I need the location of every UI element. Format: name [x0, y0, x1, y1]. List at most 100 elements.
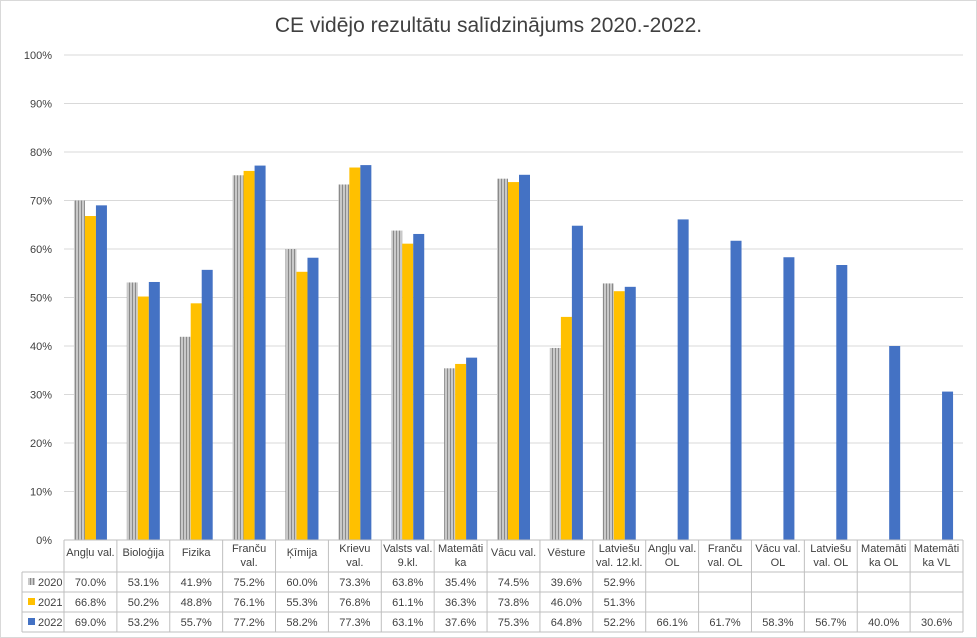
- legend-key-2020: [28, 578, 35, 585]
- y-tick-label: 10%: [30, 487, 52, 499]
- data-value: 52.9%: [604, 577, 635, 589]
- bar-2022: [360, 165, 372, 540]
- data-value: 56.7%: [815, 617, 846, 629]
- data-value: 74.5%: [498, 577, 529, 589]
- bar-2020: [338, 184, 350, 540]
- y-tick-label: 90%: [30, 99, 52, 111]
- data-value: 76.1%: [233, 597, 264, 609]
- category-label: Valsts val.: [383, 543, 432, 555]
- data-value: 30.6%: [921, 617, 952, 629]
- data-value: 63.8%: [392, 577, 423, 589]
- bar-2021: [613, 291, 625, 540]
- category-label: OL: [665, 557, 680, 569]
- data-value: 37.6%: [445, 617, 476, 629]
- data-value: 73.8%: [498, 597, 529, 609]
- category-label: OL: [771, 557, 786, 569]
- category-label: val.: [241, 557, 258, 569]
- data-value: 77.3%: [339, 617, 370, 629]
- data-value: 64.8%: [551, 617, 582, 629]
- bar-2021: [349, 167, 361, 540]
- data-value: 36.3%: [445, 597, 476, 609]
- category-label: ka OL: [869, 557, 898, 569]
- bar-2021: [84, 216, 96, 540]
- data-value: 53.2%: [128, 617, 159, 629]
- bar-2020: [285, 249, 297, 540]
- bar-2021: [402, 243, 414, 541]
- data-value: 55.3%: [286, 597, 317, 609]
- data-value: 58.3%: [762, 617, 793, 629]
- bar-2020: [602, 283, 614, 540]
- data-value: 76.8%: [339, 597, 370, 609]
- y-tick-label: 50%: [30, 293, 52, 305]
- data-value: 73.3%: [339, 577, 370, 589]
- data-value: 55.7%: [181, 617, 212, 629]
- bar-2020: [126, 282, 138, 540]
- category-label: Krievu: [339, 543, 370, 555]
- category-label: Fizika: [182, 547, 212, 559]
- category-label: Matemāti: [861, 543, 906, 555]
- y-tick-label: 60%: [30, 244, 52, 256]
- data-value: 41.9%: [181, 577, 212, 589]
- y-tick-label: 20%: [30, 438, 52, 450]
- y-axis: 0% 10% 20% 30% 40% 50% 60% 70% 80% 90% 100%: [24, 50, 52, 547]
- legend-key-2021: [28, 598, 35, 605]
- bar-2022: [519, 174, 530, 541]
- category-label: val. OL: [813, 557, 848, 569]
- data-value: 40.0%: [868, 617, 899, 629]
- data-value: 77.2%: [233, 617, 264, 629]
- y-tick-label: 100%: [24, 50, 52, 62]
- category-label: Matemāti: [438, 543, 483, 555]
- category-label: 9.kl.: [398, 557, 418, 569]
- category-label: ka VL: [922, 557, 950, 569]
- category-label: Latviešu: [599, 543, 640, 555]
- data-value: 75.3%: [498, 617, 529, 629]
- category-label: val. 12.kl.: [596, 557, 642, 569]
- category-label: Vācu val.: [491, 547, 536, 559]
- bar-2022: [889, 346, 901, 540]
- bar-2021: [190, 303, 202, 540]
- data-value: 69.0%: [75, 617, 106, 629]
- y-tick-label: 30%: [30, 390, 52, 402]
- y-tick-label: 40%: [30, 341, 52, 353]
- category-label: Angļu val.: [648, 543, 696, 555]
- data-value: 75.2%: [233, 577, 264, 589]
- bar-2021: [296, 271, 308, 540]
- data-value: 63.1%: [392, 617, 423, 629]
- bar-2022: [201, 269, 213, 540]
- category-label: Matemāti: [914, 543, 959, 555]
- legend-key-2022: [28, 618, 35, 625]
- bar-2022: [836, 265, 848, 540]
- category-label: ka: [455, 557, 468, 569]
- bar-2022: [571, 225, 583, 540]
- data-value: 46.0%: [551, 597, 582, 609]
- bar-2020: [444, 368, 456, 540]
- data-value: 58.2%: [286, 617, 317, 629]
- data-value: 53.1%: [128, 577, 159, 589]
- bar-2022: [307, 257, 319, 540]
- bar-2020: [179, 336, 191, 540]
- data-value: 66.1%: [657, 617, 688, 629]
- data-table: Angļu val. Bioloģija Fizika Franču val. Ķīmij…: [21, 539, 964, 633]
- bar-2022: [148, 281, 160, 540]
- data-value: 48.8%: [181, 597, 212, 609]
- category-label: Bioloģija: [123, 546, 165, 559]
- data-value: 61.7%: [709, 617, 740, 629]
- bar-2021: [243, 170, 255, 541]
- data-value: 52.2%: [604, 617, 635, 629]
- category-label: val. OL: [708, 557, 743, 569]
- data-value: 35.4%: [445, 577, 476, 589]
- bar-2021: [560, 316, 572, 540]
- data-value: 39.6%: [551, 577, 582, 589]
- legend-label: 2020: [38, 577, 62, 589]
- y-tick-label: 80%: [30, 147, 52, 159]
- data-value: 70.0%: [75, 577, 106, 589]
- data-value: 61.1%: [392, 597, 423, 609]
- category-label: Franču: [708, 543, 742, 555]
- data-value: 50.2%: [128, 597, 159, 609]
- category-label: Vācu val.: [755, 543, 800, 555]
- bar-2021: [508, 182, 519, 540]
- bar-2020: [232, 175, 244, 540]
- category-label: Vēsture: [547, 547, 585, 559]
